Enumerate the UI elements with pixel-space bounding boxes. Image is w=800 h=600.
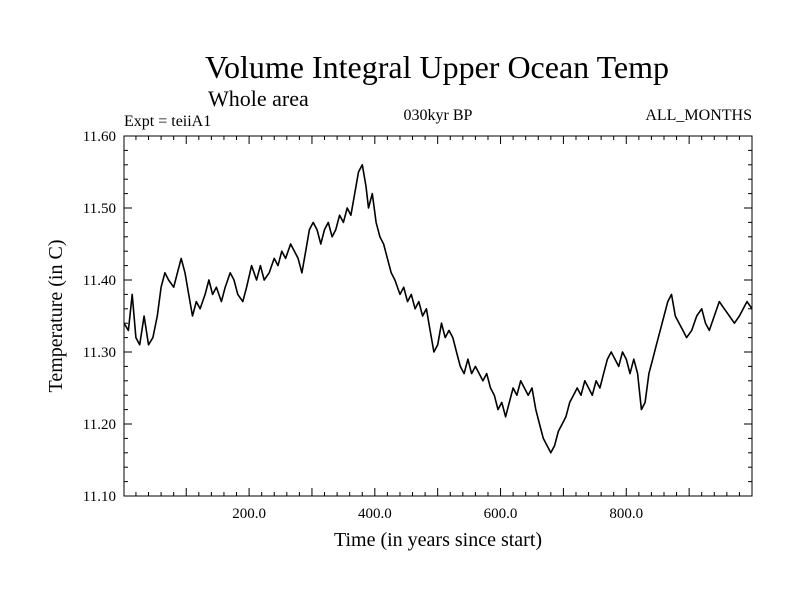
y-tick-label: 11.50 [83, 201, 116, 217]
x-axis: 200.0 400.0 600.0 800.0 [135, 136, 753, 522]
x-tick-label: 600.0 [484, 506, 518, 522]
y-tick-label: 11.10 [83, 489, 116, 505]
y-tick-label: 11.20 [83, 417, 116, 433]
y-tick-label: 11.40 [83, 273, 116, 289]
y-axis-label: Temperature (in C) [45, 240, 67, 393]
y-tick-label: 11.30 [83, 345, 116, 361]
series-line [123, 164, 753, 454]
period-label: 030kyr BP [404, 107, 473, 124]
chart-title: Volume Integral Upper Ocean Temp [205, 49, 669, 85]
y-tick-label: 11.60 [83, 129, 116, 145]
x-axis-label: Time (in years since start) [334, 529, 542, 551]
y-axis: 11.10 11.20 11.30 11.40 11.50 11.60 [83, 129, 752, 505]
x-tick-label: 200.0 [232, 506, 266, 522]
x-tick-label: 400.0 [358, 506, 392, 522]
plot-frame [123, 135, 753, 497]
months-label: ALL_MONTHS [645, 107, 752, 124]
x-tick-label: 800.0 [609, 506, 643, 522]
expt-label: Expt = teiiA1 [124, 113, 211, 130]
chart-subtitle: Whole area [208, 86, 309, 111]
